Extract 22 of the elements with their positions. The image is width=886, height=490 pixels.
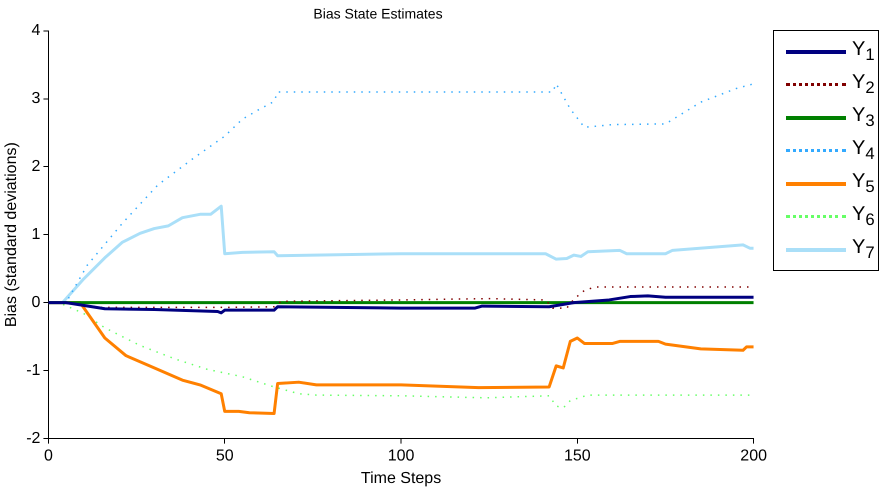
y-tick-label: -2 — [26, 430, 41, 448]
x-tick-label: 150 — [564, 448, 591, 465]
x-axis-title: Time Steps — [360, 470, 442, 487]
y-tick-label: 1 — [32, 226, 41, 244]
legend-label: Y$_{7}$ — [852, 236, 875, 263]
x-tick-label: 50 — [216, 448, 234, 465]
legend-label: Y$_{1}$ — [852, 38, 875, 65]
y-tick-label: 2 — [32, 158, 41, 176]
y-axis-title: Bias (standard deviations) — [3, 142, 20, 328]
legend-label: Y$_{4}$ — [852, 137, 875, 164]
legend-label: Y$_{6}$ — [852, 203, 875, 230]
y-tick-label: 4 — [32, 22, 41, 40]
chart-title: Bias State Estimates — [313, 5, 443, 22]
y-tick-label: 3 — [32, 90, 41, 108]
y-tick-label: 0 — [32, 294, 41, 312]
legend-label: Y$_{5}$ — [852, 170, 875, 197]
legend-label: Y$_{2}$ — [852, 71, 875, 98]
legend-label: Y$_{3}$ — [852, 104, 875, 131]
x-tick-label: 0 — [44, 448, 53, 465]
x-tick-label: 200 — [740, 448, 768, 465]
y-tick-label: -1 — [26, 362, 41, 380]
x-tick-label: 100 — [388, 448, 414, 465]
